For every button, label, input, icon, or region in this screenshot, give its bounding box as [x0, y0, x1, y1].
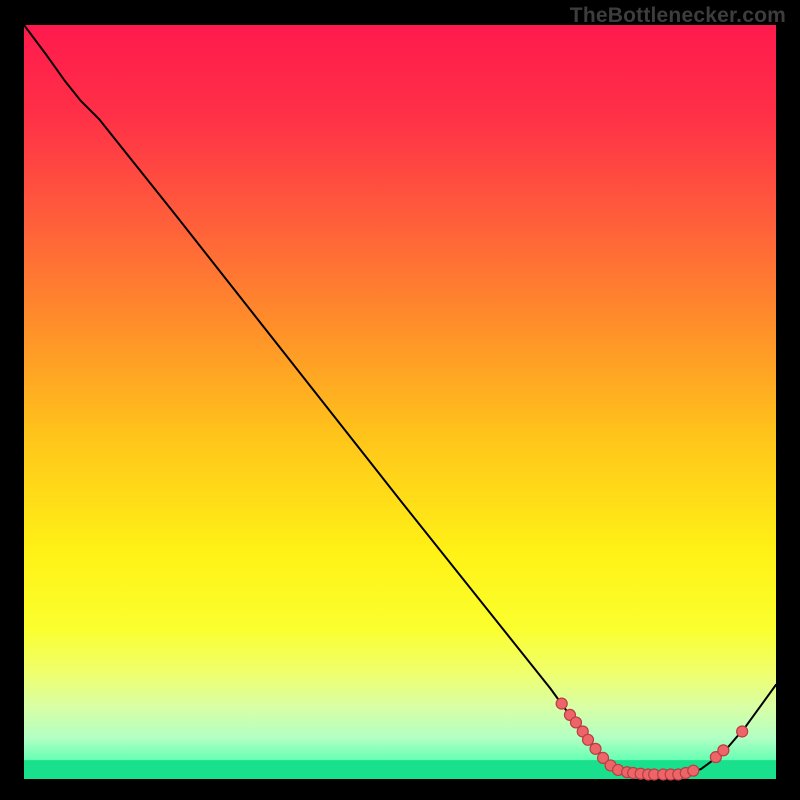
watermark-text: TheBottlenecker.com [570, 4, 786, 28]
gradient-background [24, 25, 776, 779]
chart-frame: { "watermark": { "text": "TheBottlenecke… [0, 0, 800, 800]
scatter-point [590, 743, 601, 754]
scatter-point [718, 745, 729, 756]
scatter-point [737, 726, 748, 737]
scatter-point [556, 698, 567, 709]
chart-svg [0, 0, 800, 800]
scatter-point [583, 734, 594, 745]
scatter-point [688, 765, 699, 776]
